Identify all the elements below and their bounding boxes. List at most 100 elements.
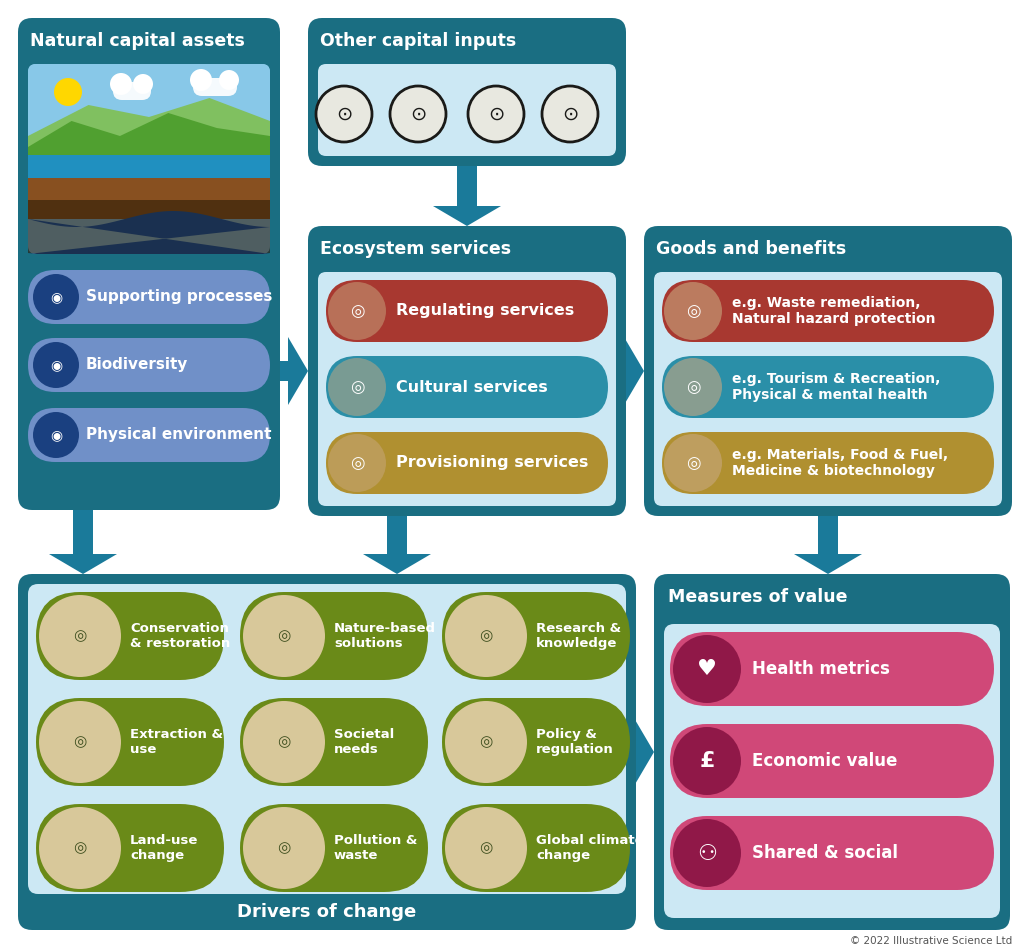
FancyBboxPatch shape xyxy=(36,804,224,892)
Text: ◎: ◎ xyxy=(686,302,700,320)
Circle shape xyxy=(39,701,121,783)
Circle shape xyxy=(243,807,325,889)
FancyBboxPatch shape xyxy=(28,270,270,324)
FancyBboxPatch shape xyxy=(28,200,270,219)
Text: ◎: ◎ xyxy=(278,841,291,856)
Text: © 2022 Illustrative Science Ltd: © 2022 Illustrative Science Ltd xyxy=(850,936,1012,946)
Circle shape xyxy=(110,73,132,95)
Polygon shape xyxy=(433,166,501,226)
Text: ◎: ◎ xyxy=(479,734,493,749)
Circle shape xyxy=(445,807,527,889)
FancyBboxPatch shape xyxy=(662,356,994,418)
Circle shape xyxy=(33,412,79,458)
Text: Goods and benefits: Goods and benefits xyxy=(656,240,846,258)
Text: ◎: ◎ xyxy=(686,378,700,396)
Circle shape xyxy=(664,434,722,492)
Text: e.g. Waste remediation,
Natural hazard protection: e.g. Waste remediation, Natural hazard p… xyxy=(732,296,936,326)
Text: Cultural services: Cultural services xyxy=(396,379,548,395)
Text: Other capital inputs: Other capital inputs xyxy=(319,32,516,50)
Text: Economic value: Economic value xyxy=(752,752,897,770)
FancyBboxPatch shape xyxy=(318,272,616,506)
Text: ⚇: ⚇ xyxy=(697,843,717,863)
Text: ◎: ◎ xyxy=(74,734,87,749)
Circle shape xyxy=(328,434,386,492)
Polygon shape xyxy=(794,516,862,574)
Text: ◎: ◎ xyxy=(479,841,493,856)
FancyBboxPatch shape xyxy=(662,432,994,494)
Text: Physical environment: Physical environment xyxy=(86,428,271,442)
Circle shape xyxy=(328,358,386,416)
Text: ◎: ◎ xyxy=(350,302,365,320)
FancyBboxPatch shape xyxy=(28,64,270,149)
FancyBboxPatch shape xyxy=(240,698,428,786)
Circle shape xyxy=(673,819,741,887)
Text: Supporting processes: Supporting processes xyxy=(86,289,272,304)
FancyBboxPatch shape xyxy=(28,338,270,392)
FancyBboxPatch shape xyxy=(28,64,270,254)
FancyBboxPatch shape xyxy=(326,432,608,494)
Text: Global climate
change: Global climate change xyxy=(536,834,644,862)
Text: ◎: ◎ xyxy=(278,629,291,644)
Circle shape xyxy=(33,342,79,388)
FancyBboxPatch shape xyxy=(318,64,616,156)
Text: ⊙: ⊙ xyxy=(336,105,352,124)
Polygon shape xyxy=(28,113,270,159)
Text: £: £ xyxy=(699,751,715,771)
Text: Drivers of change: Drivers of change xyxy=(238,903,417,921)
FancyBboxPatch shape xyxy=(326,280,608,342)
FancyBboxPatch shape xyxy=(28,219,270,253)
Text: ⊙: ⊙ xyxy=(410,105,426,124)
FancyBboxPatch shape xyxy=(654,574,1010,930)
FancyBboxPatch shape xyxy=(113,82,151,100)
Text: ⊙: ⊙ xyxy=(562,105,579,124)
Text: Societal
needs: Societal needs xyxy=(334,728,394,756)
FancyBboxPatch shape xyxy=(670,632,994,706)
FancyBboxPatch shape xyxy=(662,280,994,342)
Text: ♥: ♥ xyxy=(697,659,717,679)
Text: e.g. Tourism & Recreation,
Physical & mental health: e.g. Tourism & Recreation, Physical & me… xyxy=(732,372,940,402)
Text: Natural capital assets: Natural capital assets xyxy=(30,32,245,50)
Text: Extraction &
use: Extraction & use xyxy=(130,728,223,756)
Text: ◉: ◉ xyxy=(50,358,62,372)
Text: Conservation
& restoration: Conservation & restoration xyxy=(130,622,230,650)
Circle shape xyxy=(390,86,446,142)
Text: Regulating services: Regulating services xyxy=(396,303,574,319)
FancyBboxPatch shape xyxy=(36,592,224,680)
Text: Policy &
regulation: Policy & regulation xyxy=(536,728,613,756)
FancyBboxPatch shape xyxy=(308,226,626,516)
FancyBboxPatch shape xyxy=(670,724,994,798)
FancyBboxPatch shape xyxy=(644,226,1012,516)
Circle shape xyxy=(33,274,79,320)
Text: Pollution &
waste: Pollution & waste xyxy=(334,834,418,862)
FancyBboxPatch shape xyxy=(308,18,626,166)
FancyBboxPatch shape xyxy=(654,272,1002,506)
FancyBboxPatch shape xyxy=(442,804,630,892)
Text: Shared & social: Shared & social xyxy=(752,844,898,862)
Circle shape xyxy=(542,86,598,142)
Circle shape xyxy=(39,807,121,889)
Circle shape xyxy=(328,282,386,340)
Text: ◎: ◎ xyxy=(278,734,291,749)
FancyBboxPatch shape xyxy=(28,408,270,462)
Text: e.g. Materials, Food & Fuel,
Medicine & biotechnology: e.g. Materials, Food & Fuel, Medicine & … xyxy=(732,448,948,478)
Circle shape xyxy=(243,701,325,783)
Polygon shape xyxy=(28,155,270,178)
Circle shape xyxy=(468,86,524,142)
Text: ⊙: ⊙ xyxy=(487,105,504,124)
FancyBboxPatch shape xyxy=(240,592,428,680)
Text: ◎: ◎ xyxy=(479,629,493,644)
Circle shape xyxy=(673,727,741,795)
Circle shape xyxy=(243,595,325,677)
Text: ◎: ◎ xyxy=(74,841,87,856)
Circle shape xyxy=(190,69,212,91)
Text: ◎: ◎ xyxy=(74,629,87,644)
FancyBboxPatch shape xyxy=(193,78,237,96)
FancyBboxPatch shape xyxy=(240,804,428,892)
FancyBboxPatch shape xyxy=(442,592,630,680)
Text: ◉: ◉ xyxy=(50,428,62,442)
Polygon shape xyxy=(624,337,644,405)
Circle shape xyxy=(39,595,121,677)
Polygon shape xyxy=(362,516,431,574)
FancyBboxPatch shape xyxy=(28,584,626,894)
Polygon shape xyxy=(49,510,117,574)
